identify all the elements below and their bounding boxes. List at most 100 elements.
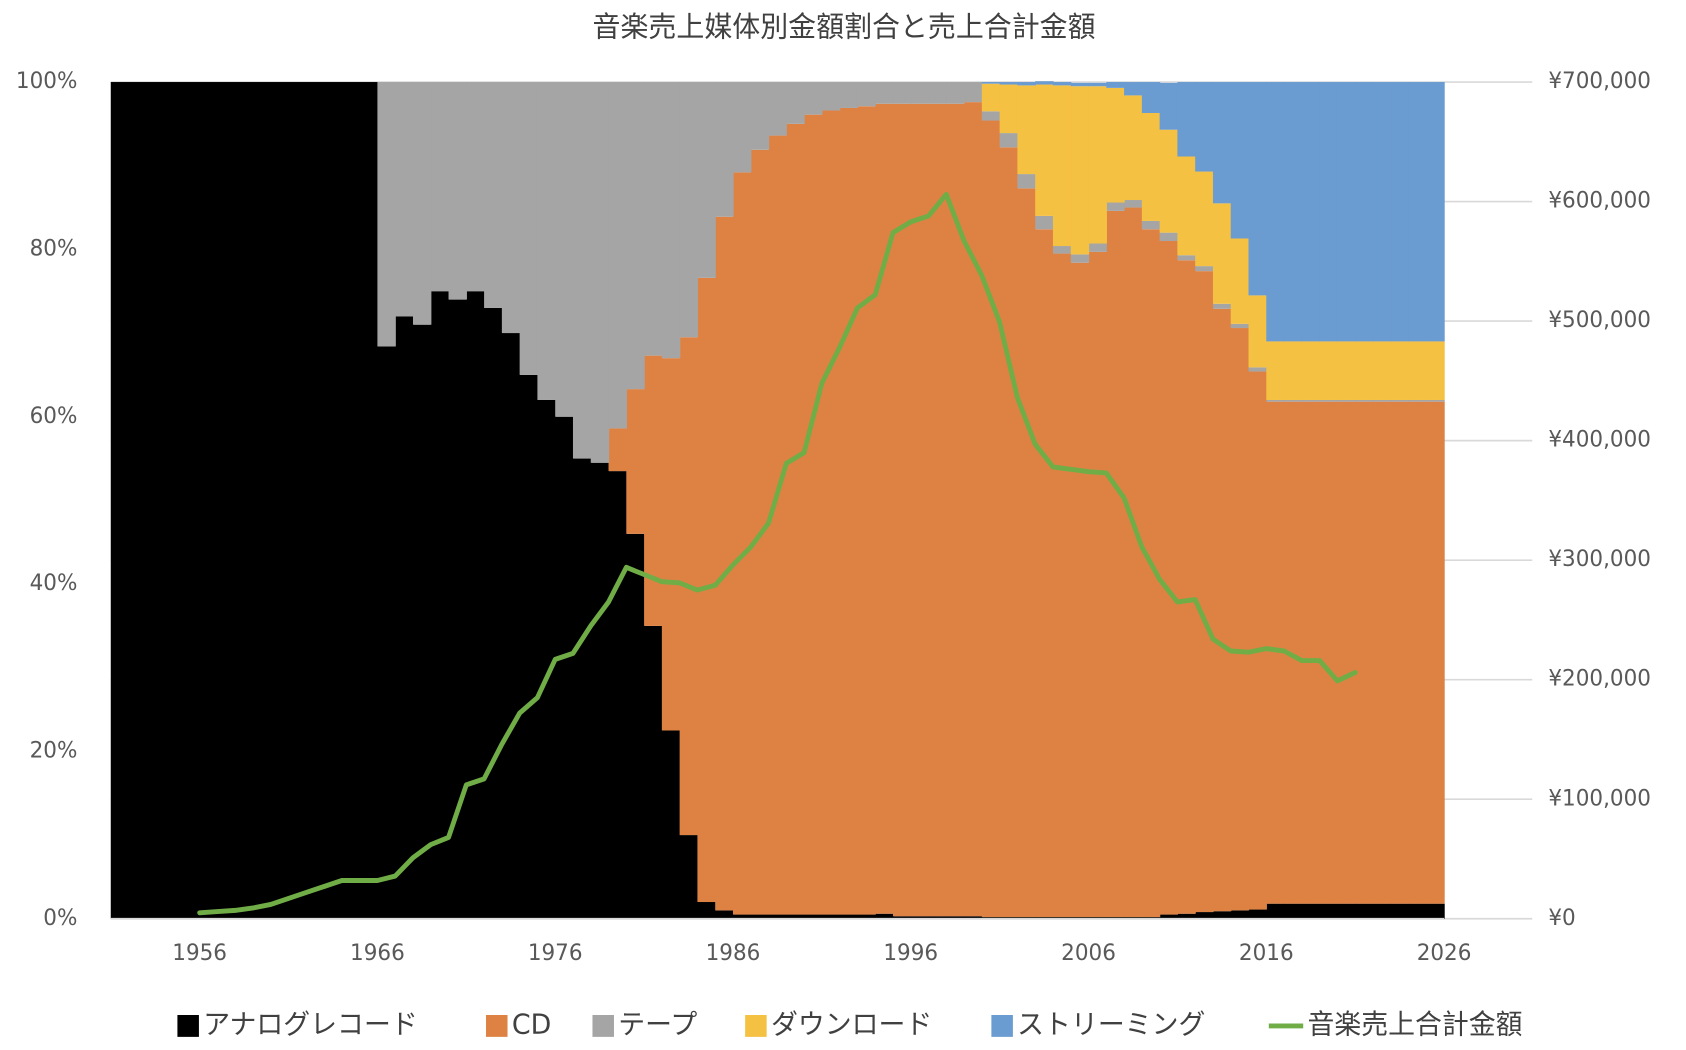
bar-segment: [1070, 86, 1090, 255]
bar-segment: [644, 355, 663, 626]
y-tick-label: 80%: [30, 236, 78, 261]
bar-segment: [981, 83, 1001, 112]
bar-segment: [626, 82, 645, 390]
line-series: [197, 191, 1358, 916]
bar-segment: [448, 299, 467, 919]
bar-segment: [715, 82, 734, 217]
legend-swatch: [991, 1015, 1013, 1037]
bar-segment: [1159, 232, 1179, 242]
bar-segment: [1017, 85, 1036, 175]
bar-segment: [679, 82, 699, 338]
bar-segment: [1372, 399, 1392, 402]
bar-segment: [1355, 82, 1374, 342]
bar-segment: [1212, 82, 1232, 204]
bar-segment: [644, 625, 663, 919]
x-tick-label: 1996: [883, 941, 938, 966]
bar-segment: [341, 82, 361, 919]
bar-segment: [1266, 341, 1285, 400]
bar-segment: [892, 916, 912, 919]
bar-segment: [804, 914, 823, 919]
bar-segment: [1408, 401, 1427, 904]
bar-segment: [1088, 82, 1107, 87]
bar-segment: [1088, 251, 1107, 918]
bar-segment: [1355, 399, 1374, 402]
bar-segment: [715, 910, 734, 919]
bar-segment: [501, 82, 521, 334]
bar-segment: [377, 82, 396, 347]
bar-segment: [1159, 82, 1179, 130]
bar-segment: [821, 914, 841, 919]
bar-segment: [804, 114, 823, 915]
bar-segment: [1266, 82, 1285, 342]
bar-segment: [519, 82, 539, 375]
bar-segment: [1106, 202, 1125, 211]
bar-segment: [1284, 903, 1303, 919]
legend-label: CD: [512, 1009, 551, 1040]
bar-segment: [1301, 401, 1321, 904]
bar-segment: [1426, 82, 1445, 342]
bar-segment: [981, 111, 1001, 121]
y2-tick-label: ¥0: [1548, 906, 1575, 931]
bar-segment: [1052, 917, 1072, 919]
bar-segment: [1390, 401, 1410, 904]
bar-segment: [857, 914, 876, 919]
bar-segment: [857, 106, 876, 915]
bar-segment: [1390, 399, 1410, 402]
bar-segment: [1284, 82, 1303, 342]
x-tick-label: 1966: [350, 941, 405, 966]
bar-segment: [1124, 200, 1143, 208]
bar-segment: [395, 316, 414, 919]
chart-title: 音楽売上媒体別金額割合と売上合計金額: [593, 10, 1096, 43]
bar-segment: [1284, 401, 1303, 904]
bar-segment: [750, 914, 770, 919]
y-tick-label: 0%: [43, 906, 77, 931]
bar-segment: [537, 82, 556, 400]
y-tick-label: 100%: [16, 69, 77, 94]
bar-segment: [430, 291, 450, 919]
legend-swatch: [745, 1015, 767, 1037]
bar-segment: [110, 82, 130, 919]
bar-segment: [1177, 913, 1196, 919]
lines: [197, 191, 1358, 916]
legend-label: テープ: [618, 1009, 697, 1040]
bar-segment: [1248, 367, 1267, 372]
bar-segment: [1230, 910, 1250, 919]
bar-segment: [1159, 241, 1179, 915]
bar-segment: [1408, 82, 1427, 342]
bar-segment: [1052, 253, 1072, 918]
bar-segment: [501, 333, 521, 919]
bar-segment: [1390, 82, 1410, 342]
bar-segment: [1088, 243, 1107, 252]
bar-segment: [1390, 903, 1410, 919]
y-tick-label: 40%: [30, 571, 78, 596]
bar-segment: [910, 82, 930, 104]
bar-segment: [821, 110, 841, 915]
bar-segment: [466, 82, 485, 292]
bar-segment: [839, 82, 859, 108]
bar-segment: [1141, 229, 1161, 918]
bar-segment: [946, 82, 965, 104]
bar-segment: [1195, 271, 1214, 913]
bar-segment: [1212, 911, 1232, 919]
bar-segment: [910, 916, 930, 919]
bar-segment: [1052, 85, 1072, 247]
bar-segment: [1088, 86, 1107, 244]
bar-segment: [1372, 903, 1392, 919]
bar-segment: [626, 533, 645, 919]
bar-segment: [1230, 328, 1250, 911]
legend-label: ダウンロード: [771, 1009, 932, 1040]
bar-segment: [1319, 82, 1339, 342]
bar-segment: [1035, 917, 1054, 919]
y2-tick-label: ¥300,000: [1548, 547, 1651, 572]
bars: [110, 81, 1445, 919]
bar-segment: [1177, 255, 1196, 261]
bar-segment: [1426, 903, 1445, 919]
bar-segment: [1248, 82, 1267, 296]
bar-segment: [1426, 399, 1445, 402]
bar-segment: [964, 916, 983, 919]
y2-tick-label: ¥700,000: [1548, 69, 1651, 94]
bar-segment: [892, 103, 912, 917]
bar-segment: [412, 324, 432, 919]
bar-segment: [1408, 341, 1427, 400]
